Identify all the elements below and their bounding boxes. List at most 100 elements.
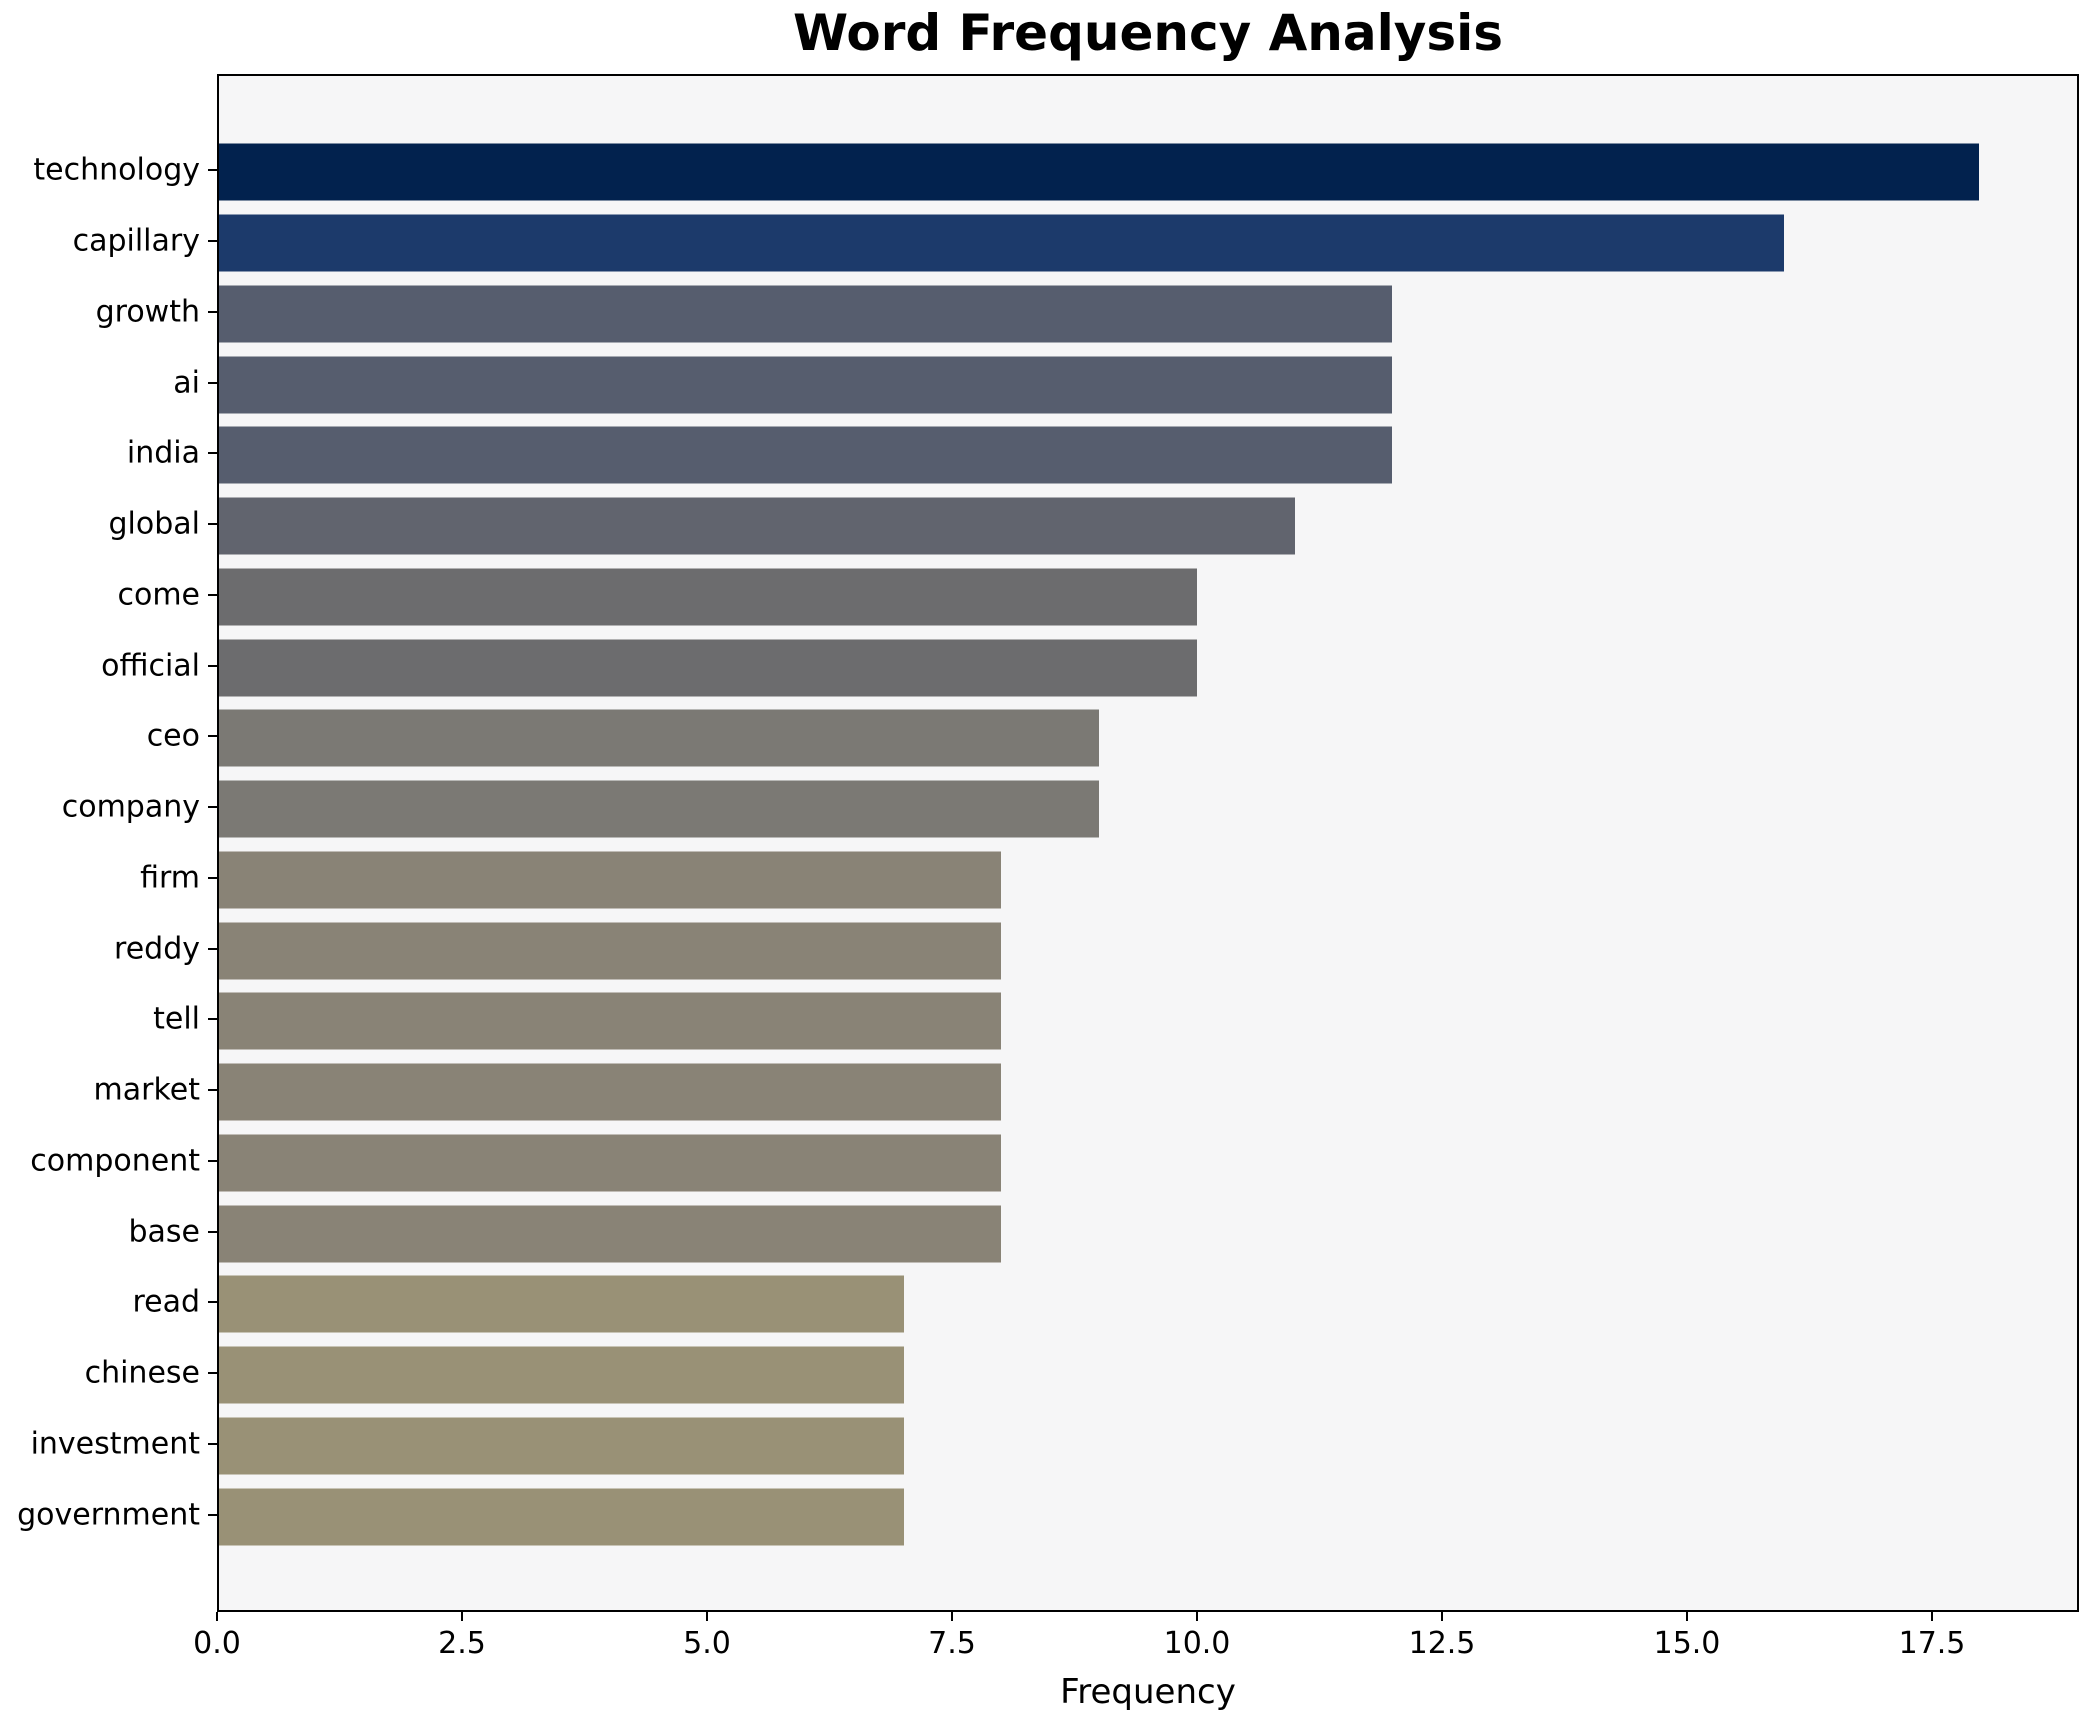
bar-row [219,420,2077,491]
bar-ceo [219,709,1100,767]
y-tick-label: official [101,648,200,684]
bars-container [219,137,2077,1552]
bar-investment [219,1417,904,1475]
y-tick-mark [208,1230,217,1233]
bar-row [219,1057,2077,1128]
bar-global [219,497,1295,555]
y-tick-mark [208,664,217,667]
chart-title: Word Frequency Analysis [792,4,1504,62]
y-tick-label: global [108,506,201,542]
bar-tell [219,992,1002,1050]
y-tick-label: growth [95,294,200,330]
bar-row [219,774,2077,845]
bar-row [219,1340,2077,1411]
x-tick-mark [1441,1612,1443,1621]
y-tick-label: read [132,1284,200,1320]
y-tick-label: government [17,1497,200,1533]
y-tick-label: capillary [72,223,200,259]
bar-row [219,208,2077,279]
y-tick-label: investment [30,1426,200,1462]
bar-official [219,639,1197,697]
y-tick-mark [208,240,217,243]
bar-row [219,1198,2077,1269]
bar-company [219,780,1100,838]
plot-area [217,74,2079,1612]
bar-row [219,1481,2077,1552]
y-tick-label: tell [153,1001,200,1037]
x-tick-mark [461,1612,463,1621]
y-tick-mark [208,310,217,313]
y-tick-mark [208,1018,217,1021]
bar-row [219,915,2077,986]
x-tick-label: 2.5 [438,1626,486,1661]
y-tick-mark [208,735,217,738]
bar-row [219,632,2077,703]
x-tick-mark [1686,1612,1688,1621]
bar-row [219,1269,2077,1340]
y-tick-mark [208,452,217,455]
y-tick-label: chinese [84,1355,200,1391]
x-tick-label: 12.5 [1408,1626,1476,1661]
bar-growth [219,285,1393,343]
y-tick-label: technology [33,152,200,188]
y-tick-mark [208,523,217,526]
bar-row [219,349,2077,420]
y-tick-mark [208,876,217,879]
bar-ai [219,356,1393,414]
y-tick-mark [208,1301,217,1304]
x-tick-label: 7.5 [928,1626,976,1661]
y-tick-mark [208,169,217,172]
y-tick-label: ceo [146,718,200,754]
y-tick-mark [208,1372,217,1375]
bar-row [219,137,2077,208]
bar-reddy [219,922,1002,980]
y-tick-mark [208,1159,217,1162]
x-axis-title: Frequency [1060,1672,1236,1712]
bar-india [219,426,1393,484]
y-tick-mark [208,1442,217,1445]
y-tick-label: india [126,435,200,471]
y-tick-mark [208,806,217,809]
bar-row [219,1128,2077,1199]
y-tick-label: company [61,789,200,825]
x-tick-mark [951,1612,953,1621]
y-tick-label: ai [173,365,200,401]
x-tick-label: 5.0 [683,1626,731,1661]
x-tick-mark [216,1612,218,1621]
bar-row [219,986,2077,1057]
y-tick-mark [208,947,217,950]
bar-market [219,1063,1002,1121]
x-tick-label: 10.0 [1163,1626,1231,1661]
bar-row [219,562,2077,633]
x-tick-label: 0.0 [193,1626,241,1661]
y-tick-label: come [117,577,200,613]
y-tick-label: component [30,1143,200,1179]
x-tick-mark [1196,1612,1198,1621]
bar-row [219,845,2077,916]
y-tick-label: base [128,1214,200,1250]
y-tick-label: market [93,1072,200,1108]
bar-component [219,1134,1002,1192]
bar-capillary [219,214,1784,272]
y-tick-label: firm [140,860,200,896]
y-tick-label: reddy [114,931,200,967]
bar-come [219,568,1197,626]
x-tick-mark [1931,1612,1933,1621]
y-tick-mark [208,381,217,384]
bar-read [219,1275,904,1333]
bar-firm [219,851,1002,909]
y-tick-mark [208,1513,217,1516]
bar-row [219,491,2077,562]
bar-row [219,279,2077,350]
bar-row [219,703,2077,774]
bar-technology [219,143,1980,201]
y-tick-mark [208,1089,217,1092]
bar-government [219,1488,904,1546]
bar-chinese [219,1346,904,1404]
x-tick-label: 17.5 [1898,1626,1966,1661]
x-tick-mark [706,1612,708,1621]
bar-row [219,1411,2077,1482]
y-tick-mark [208,593,217,596]
bar-base [219,1205,1002,1263]
